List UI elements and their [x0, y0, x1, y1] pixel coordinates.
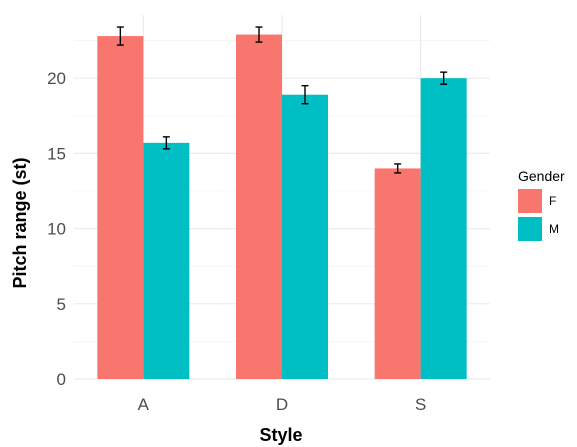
bar-m-a: [143, 142, 190, 379]
legend-key-m: [518, 217, 542, 241]
bar-f-d: [236, 34, 282, 380]
bar-f-s: [374, 168, 421, 379]
x-axis-title: Style: [259, 425, 302, 445]
x-tick-label: D: [276, 395, 288, 414]
error-bar: [116, 26, 124, 46]
y-tick-label: 15: [47, 144, 66, 163]
legend-title: Gender: [518, 168, 565, 184]
y-axis-ticks: 0 5 10 15 20: [47, 69, 66, 389]
bar-m-s: [420, 78, 467, 379]
y-tick-label: 10: [47, 220, 66, 239]
error-bar: [301, 84, 309, 105]
error-bar: [255, 26, 263, 43]
legend-label: M: [549, 222, 559, 236]
y-tick-label: 20: [47, 69, 66, 88]
error-bars: [116, 26, 448, 174]
error-bar: [162, 136, 170, 150]
y-tick-label: 0: [57, 370, 66, 389]
bars: [97, 34, 467, 380]
y-tick-label: 5: [57, 295, 66, 314]
bar-m-d: [282, 94, 328, 380]
x-tick-label: S: [415, 395, 426, 414]
error-bar: [440, 71, 448, 85]
error-bar: [394, 163, 402, 174]
bar-f-a: [97, 36, 144, 379]
x-tick-label: A: [138, 395, 150, 414]
legend: Gender FM: [518, 168, 565, 241]
legend-label: F: [549, 194, 556, 208]
legend-key-f: [518, 189, 542, 213]
y-axis-title: Pitch range (st): [10, 157, 30, 288]
